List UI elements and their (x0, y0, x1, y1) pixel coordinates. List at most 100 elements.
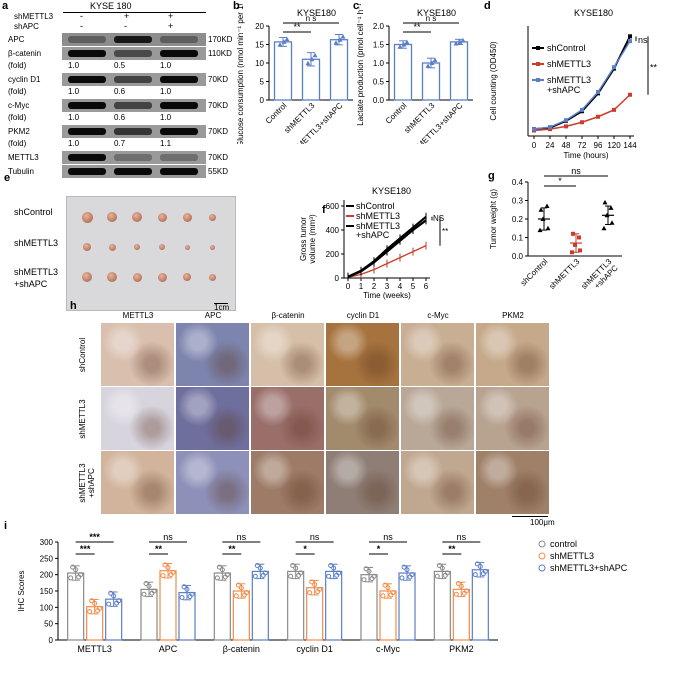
bar (471, 569, 489, 641)
tumor-sample (134, 244, 140, 250)
data-point (312, 581, 318, 587)
wb-band-name: β-catenin (8, 49, 42, 58)
data-point (333, 40, 339, 45)
data-point (290, 563, 296, 569)
x-tick-label: shMETTL3 (547, 257, 581, 291)
legend-marker (536, 62, 540, 66)
wb-fold-label: (fold) (8, 61, 27, 70)
panel-label-e: e (4, 172, 11, 184)
bar (398, 572, 416, 641)
data-point (564, 118, 568, 123)
legend-label: control (550, 539, 577, 549)
wb-band (160, 168, 198, 175)
wb-band-strip (62, 151, 206, 164)
data-point (380, 593, 386, 599)
legend-label-line: shControl (356, 201, 395, 211)
data-point (309, 56, 315, 62)
data-point (241, 592, 247, 598)
chart-title: KYSE180 (417, 8, 456, 18)
x-tick-label: 72 (578, 141, 587, 150)
data-point (165, 564, 171, 570)
data-point (288, 573, 294, 579)
wb-fold-label: (fold) (8, 87, 27, 96)
wb-band (160, 102, 198, 109)
data-point (143, 580, 149, 586)
data-point (141, 591, 147, 597)
tumor-sample (132, 212, 142, 222)
tumor-sample (157, 272, 167, 282)
wb-band-name: Tubulin (8, 167, 34, 176)
data-point (179, 595, 185, 601)
ihc-image (251, 387, 324, 450)
data-point (184, 586, 190, 592)
ihc-image (476, 323, 549, 386)
wb-fold-value: 1.0 (68, 61, 80, 70)
tumor-row-label-shmettl3-shapc: shMETTL3 +shAPC (14, 267, 59, 289)
tumor-sample (108, 243, 116, 251)
panel-label-f: f (322, 204, 326, 216)
wb-band-strip (62, 47, 206, 60)
x-tick-label: 5 (411, 282, 416, 291)
y-tick-label: 200 (40, 571, 54, 580)
wb-band-kd: 70KD (208, 101, 229, 110)
data-point (111, 593, 117, 599)
legend-label: shMETTL3 (547, 59, 591, 69)
ihc-image (476, 451, 549, 514)
x-tick-label: METTL3 (77, 644, 112, 654)
panel-label-c: c (353, 0, 360, 12)
wb-band (160, 128, 198, 135)
wb-fold-value: 1.0 (68, 87, 80, 96)
data-point (580, 120, 584, 125)
data-point (216, 564, 222, 570)
data-point (219, 567, 225, 573)
y-tick-label: 0 (49, 636, 54, 645)
data-point (545, 225, 551, 231)
data-point (457, 39, 463, 44)
wb-fold-value: 1.0 (160, 61, 172, 70)
panel-label-h: h (70, 300, 77, 312)
wb-band-name: APC (8, 35, 25, 44)
data-point (106, 601, 112, 607)
wb-band (68, 128, 106, 135)
data-point (548, 125, 552, 130)
y-axis-label: Glucose consumption (nmol min⁻¹ per 10⁶c… (236, 4, 245, 144)
ihc-column-label: β-catenin (271, 311, 305, 320)
data-point (87, 609, 93, 615)
data-point (628, 39, 632, 44)
y-tick-label: 200 (326, 250, 340, 259)
ihc-column-label: cyclin D1 (346, 311, 380, 320)
sig-label: ns (457, 532, 467, 542)
data-point (284, 36, 290, 42)
panel-label-g: g (488, 170, 495, 182)
y-tick-label: 300 (40, 538, 54, 547)
wb-band (68, 50, 106, 57)
data-point (480, 571, 486, 577)
data-point (214, 575, 220, 581)
y-tick-label: 1.5 (373, 41, 385, 50)
bar (421, 62, 441, 101)
data-point (432, 57, 438, 63)
legend-marker (536, 46, 540, 50)
x-tick-label-line: shControl (519, 257, 550, 288)
sig-label: *** (80, 544, 91, 554)
data-point (602, 199, 608, 205)
chart-lactate-production: KYSE180 Lactate production (pmol cell⁻¹ h… (356, 4, 473, 144)
y-tick-label: 50 (44, 620, 53, 629)
bar (433, 570, 451, 641)
legend-label-line: shMETTL3 (356, 221, 400, 231)
tumor-sample (184, 244, 190, 250)
data-point (577, 235, 581, 240)
wb-band-strip (62, 165, 206, 178)
bar (273, 41, 293, 101)
data-point (596, 90, 600, 94)
sig-label: ** (293, 22, 301, 32)
data-point (168, 572, 174, 578)
tumor-scale-label: 1cm (214, 303, 230, 312)
data-point (548, 127, 552, 132)
data-point (68, 575, 74, 581)
wb-band-strip (62, 73, 206, 86)
tumor-sample (107, 272, 117, 282)
chart-ihc-scores: IHC Scores050100150200250300METTL3******… (17, 532, 628, 654)
x-tick-label: c-Myc (376, 644, 400, 654)
wb-fold-value: 0.6 (114, 113, 126, 122)
